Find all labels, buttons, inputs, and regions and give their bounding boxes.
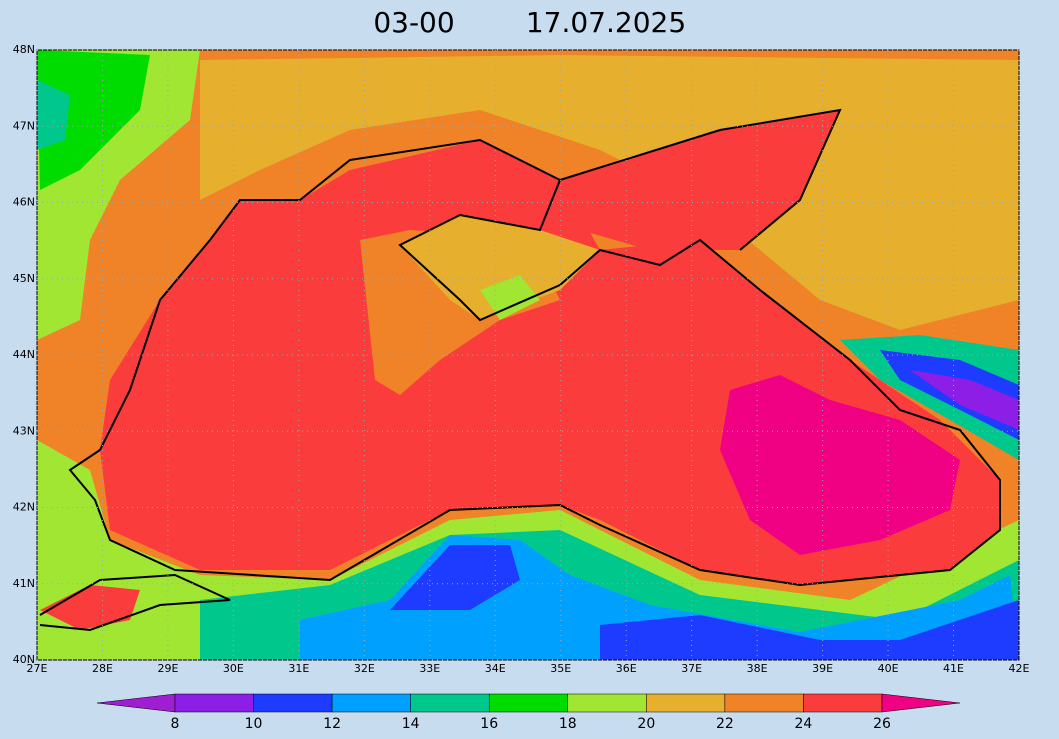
colorbar-segment	[567, 693, 647, 713]
colorbar-segment	[331, 693, 411, 713]
colorbar-segment	[803, 693, 883, 713]
lon-label: 33E	[419, 662, 440, 675]
lat-label: 42N	[13, 501, 35, 514]
colorbar-label: 16	[480, 716, 498, 732]
lon-label: 42E	[1009, 662, 1030, 675]
lon-label: 30E	[223, 662, 244, 675]
lon-label: 37E	[681, 662, 702, 675]
colorbar-label: 18	[559, 716, 577, 732]
colorbar-segment	[253, 693, 333, 713]
colorbar-segment	[646, 693, 726, 713]
colorbar-label: 24	[795, 716, 813, 732]
lon-label: 41E	[943, 662, 964, 675]
lat-label: 47N	[13, 119, 35, 132]
lon-label: 35E	[550, 662, 571, 675]
lon-label: 31E	[288, 662, 309, 675]
colorbar-label: 8	[171, 716, 180, 732]
colorbar-segment	[174, 693, 254, 713]
lat-label: 48N	[13, 43, 35, 56]
lon-label: 40E	[878, 662, 899, 675]
colorbar-segment	[410, 693, 490, 713]
colorbar-segment	[488, 693, 569, 713]
colorbar-segment	[724, 693, 804, 713]
colorbar-label: 10	[245, 716, 263, 732]
lon-label: 34E	[485, 662, 506, 675]
lat-label: 44N	[13, 348, 35, 361]
title-time: 03-00	[373, 6, 454, 39]
lon-label: 27E	[27, 662, 48, 675]
lon-label: 28E	[92, 662, 113, 675]
colorbar-arrow-low	[96, 693, 176, 713]
title-date: 17.07.2025	[526, 6, 686, 39]
lat-label: 41N	[13, 577, 35, 590]
colorbar-label: 20	[637, 716, 655, 732]
lon-label: 29E	[157, 662, 178, 675]
colorbar-label: 14	[402, 716, 420, 732]
colorbar-arrow-high	[881, 693, 961, 713]
lon-label: 38E	[747, 662, 768, 675]
lat-label: 46N	[13, 196, 35, 209]
lat-label: 45N	[13, 272, 35, 285]
colorbar-label: 22	[716, 716, 734, 732]
temperature-field	[37, 50, 1019, 660]
lon-label: 39E	[812, 662, 833, 675]
lon-label: 36E	[616, 662, 637, 675]
lat-label: 40N	[13, 653, 35, 666]
colorbar-label: 12	[323, 716, 341, 732]
colorbar-label: 26	[873, 716, 891, 732]
lat-label: 43N	[13, 424, 35, 437]
lon-label: 32E	[354, 662, 375, 675]
